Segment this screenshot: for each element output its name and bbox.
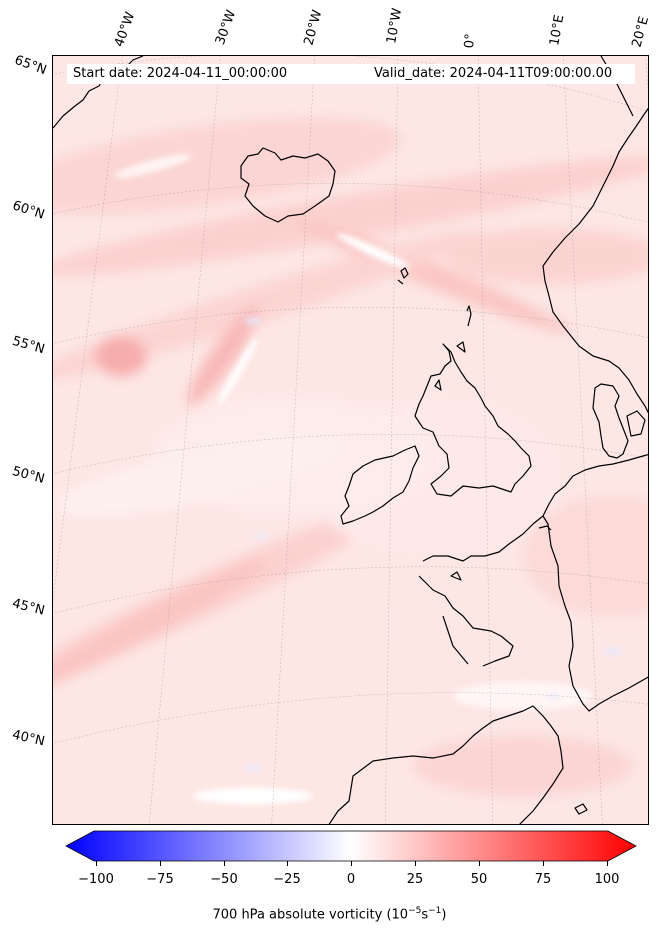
start-date: Start date: 2024-04-11_00:00:00 — [73, 66, 288, 81]
cb-tick-label-5: 25 — [406, 872, 424, 887]
lon-label-0: 0° — [462, 32, 479, 49]
lon-label-20w: 20°W — [301, 8, 326, 47]
cb-tick-8 — [607, 861, 608, 866]
lon-label-10w: 10°W — [384, 7, 406, 46]
lat-label-60n: 60°N — [10, 198, 47, 223]
cb-tick-label-1: −75 — [146, 872, 174, 887]
cb-tick-label-7: 75 — [534, 872, 552, 887]
colorbar-label-exp1: −5 — [408, 906, 422, 916]
cb-tick-0 — [96, 861, 97, 866]
lat-label-40n: 40°N — [10, 727, 47, 750]
coastlines — [53, 56, 648, 824]
colorbar-label-end: ) — [441, 907, 447, 923]
cb-tick-label-3: −25 — [273, 872, 301, 887]
colorbar-label: 700 hPa absolute vorticity (10−5s−1) — [0, 906, 659, 922]
cb-tick-label-0: −100 — [78, 872, 114, 887]
graticule — [53, 56, 648, 824]
cb-tick-3 — [287, 861, 288, 866]
cb-tick-label-8: 100 — [594, 872, 620, 887]
map-panel[interactable] — [52, 55, 649, 825]
colorbar-label-main: 700 hPa absolute vorticity (10 — [212, 907, 409, 923]
cb-tick-5 — [415, 861, 416, 866]
lat-label-55n: 55°N — [10, 333, 47, 358]
lat-label-45n: 45°N — [10, 596, 47, 619]
cb-tick-label-2: −50 — [210, 872, 238, 887]
colorbar-label-exp2: −1 — [428, 906, 442, 916]
colorbar — [65, 830, 637, 862]
valid-date: Valid_date: 2024-04-11T09:00:00.00 — [374, 66, 613, 81]
lon-label-30w: 30°W — [212, 8, 240, 47]
lon-label-40w: 40°W — [111, 10, 139, 49]
cb-tick-2 — [224, 861, 225, 866]
cb-tick-7 — [543, 861, 544, 866]
cb-tick-6 — [479, 861, 480, 866]
colorbar-label-unit: s — [421, 907, 429, 923]
cb-tick-4 — [351, 861, 352, 866]
cb-tick-label-6: 50 — [470, 872, 488, 887]
lon-label-10e: 10°E — [547, 13, 568, 47]
lat-label-50n: 50°N — [10, 464, 47, 487]
vorticity-field — [53, 56, 648, 824]
cb-tick-label-4: 0 — [346, 872, 356, 887]
lon-label-20e: 20°E — [629, 14, 653, 50]
lat-label-65n: 65°N — [12, 52, 49, 79]
header-box — [67, 64, 635, 84]
cb-tick-1 — [160, 861, 161, 866]
